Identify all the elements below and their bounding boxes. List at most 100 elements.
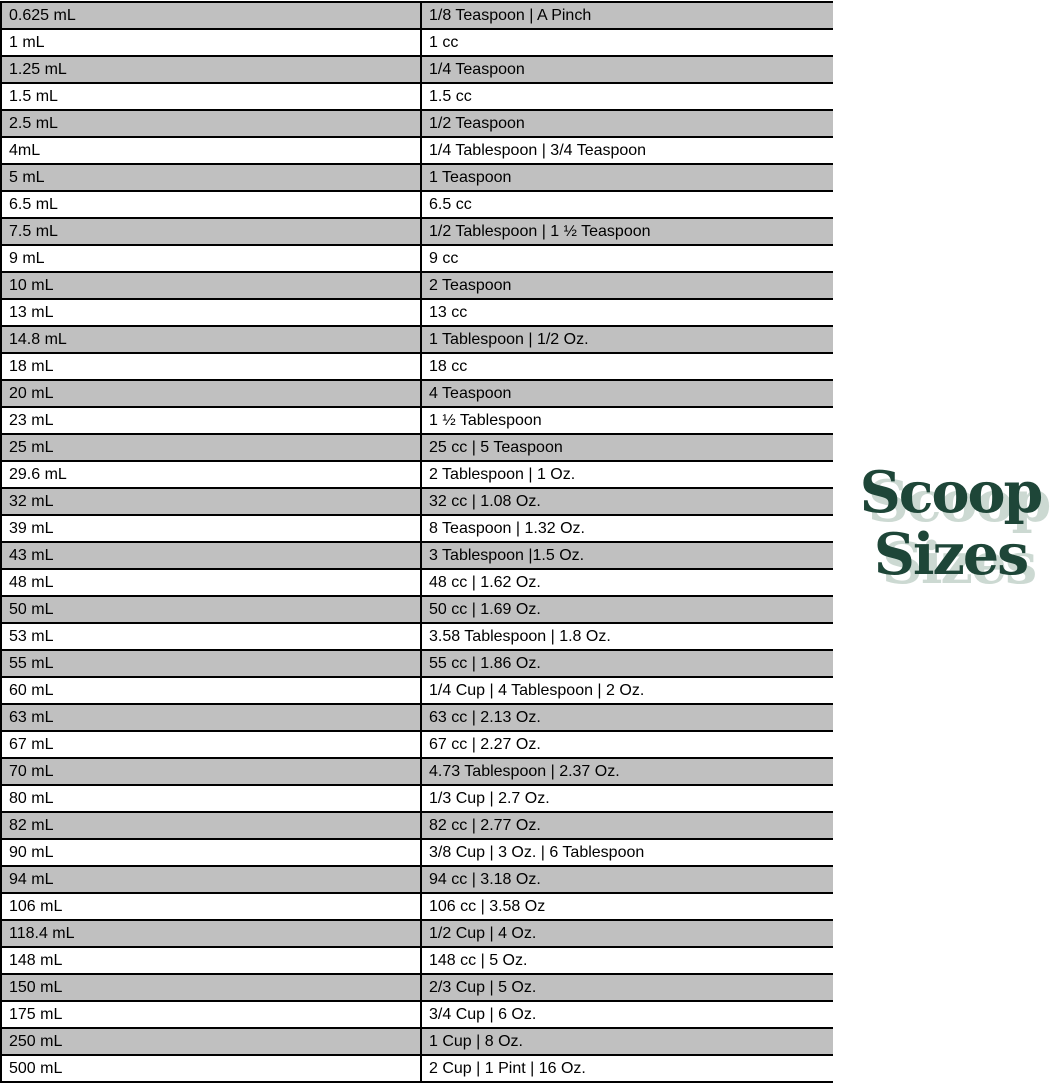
ml-cell: 50 mL [2,597,422,622]
table-row: 23 mL 1 ½ Tablespoon [0,408,833,435]
ml-cell: 118.4 mL [2,921,422,946]
table-row: 7.5 mL 1/2 Tablespoon | 1 ½ Teaspoon [0,219,833,246]
table-row: 94 mL 94 cc | 3.18 Oz. [0,867,833,894]
equivalent-cell: 1.5 cc [429,88,472,105]
ml-cell: 150 mL [2,975,422,1000]
equivalent-cell: 148 cc | 5 Oz. [429,952,528,969]
equivalent-cell: 3/8 Cup | 3 Oz. | 6 Tablespoon [429,844,645,861]
table-row: 43 mL 3 Tablespoon |1.5 Oz. [0,543,833,570]
equivalent-cell: 106 cc | 3.58 Oz [429,898,546,915]
table-row: 1.5 mL 1.5 cc [0,84,833,111]
equivalent-cell: 6.5 cc [429,196,472,213]
equivalent-cell: 50 cc | 1.69 Oz. [429,601,541,618]
ml-cell: 18 mL [2,354,422,379]
equivalent-cell: 1/4 Tablespoon | 3/4 Teaspoon [429,142,647,159]
equivalent-cell: 25 cc | 5 Teaspoon [429,439,563,456]
equivalent-cell: 3/4 Cup | 6 Oz. [429,1006,537,1023]
ml-cell: 14.8 mL [2,327,422,352]
ml-cell: 60 mL [2,678,422,703]
ml-cell: 25 mL [2,435,422,460]
ml-cell: 0.625 mL [2,3,422,28]
equivalent-cell: 1 Tablespoon | 1/2 Oz. [429,331,589,348]
ml-cell: 20 mL [2,381,422,406]
ml-cell: 94 mL [2,867,422,892]
table-row: 80 mL 1/3 Cup | 2.7 Oz. [0,786,833,813]
equivalent-cell: 1/3 Cup | 2.7 Oz. [429,790,550,807]
ml-cell: 6.5 mL [2,192,422,217]
equivalent-cell: 1/2 Cup | 4 Oz. [429,925,537,942]
equivalent-cell: 1/2 Tablespoon | 1 ½ Teaspoon [429,223,651,240]
table-row: 90 mL 3/8 Cup | 3 Oz. | 6 Tablespoon [0,840,833,867]
equivalent-cell: 9 cc [429,250,459,267]
equivalent-cell: 1 Teaspoon [429,169,512,186]
ml-cell: 13 mL [2,300,422,325]
equivalent-cell: 2/3 Cup | 5 Oz. [429,979,537,996]
equivalent-cell: 3 Tablespoon |1.5 Oz. [429,547,585,564]
ml-cell: 7.5 mL [2,219,422,244]
table-row: 4mL 1/4 Tablespoon | 3/4 Teaspoon [0,138,833,165]
table-row: 50 mL 50 cc | 1.69 Oz. [0,597,833,624]
table-row: 82 mL 82 cc | 2.77 Oz. [0,813,833,840]
table-row: 32 mL 32 cc | 1.08 Oz. [0,489,833,516]
table-row: 500 mL 2 Cup | 1 Pint | 16 Oz. [0,1056,833,1083]
equivalent-cell: 67 cc | 2.27 Oz. [429,736,541,753]
table-row: 0.625 mL 1/8 Teaspoon | A Pinch [0,3,833,30]
equivalent-cell: 18 cc [429,358,468,375]
ml-cell: 55 mL [2,651,422,676]
equivalent-cell: 1/2 Teaspoon [429,115,525,132]
equivalent-cell: 2 Tablespoon | 1 Oz. [429,466,576,483]
table-row: 63 mL 63 cc | 2.13 Oz. [0,705,833,732]
equivalent-cell: 94 cc | 3.18 Oz. [429,871,541,888]
table-row: 148 mL 148 cc | 5 Oz. [0,948,833,975]
table-row: 18 mL 18 cc [0,354,833,381]
ml-cell: 9 mL [2,246,422,271]
equivalent-cell: 4 Teaspoon [429,385,512,402]
table-row: 5 mL 1 Teaspoon [0,165,833,192]
table-row: 39 mL 8 Teaspoon | 1.32 Oz. [0,516,833,543]
equivalent-cell: 13 cc [429,304,468,321]
ml-cell: 32 mL [2,489,422,514]
equivalent-cell: 8 Teaspoon | 1.32 Oz. [429,520,585,537]
ml-cell: 250 mL [2,1029,422,1054]
table-row: 25 mL 25 cc | 5 Teaspoon [0,435,833,462]
ml-cell: 23 mL [2,408,422,433]
table-row: 175 mL 3/4 Cup | 6 Oz. [0,1002,833,1029]
ml-cell: 10 mL [2,273,422,298]
equivalent-cell: 2 Teaspoon [429,277,512,294]
table-row: 118.4 mL 1/2 Cup | 4 Oz. [0,921,833,948]
table-row: 29.6 mL 2 Tablespoon | 1 Oz. [0,462,833,489]
table-row: 9 mL 9 cc [0,246,833,273]
equivalent-cell: 82 cc | 2.77 Oz. [429,817,541,834]
table-row: 250 mL 1 Cup | 8 Oz. [0,1029,833,1056]
table-row: 2.5 mL 1/2 Teaspoon [0,111,833,138]
equivalent-cell: 63 cc | 2.13 Oz. [429,709,541,726]
equivalent-cell: 3.58 Tablespoon | 1.8 Oz. [429,628,611,645]
table-row: 70 mL 4.73 Tablespoon | 2.37 Oz. [0,759,833,786]
table-row: 67 mL 67 cc | 2.27 Oz. [0,732,833,759]
ml-cell: 500 mL [2,1056,422,1081]
equivalent-cell: 32 cc | 1.08 Oz. [429,493,541,510]
ml-cell: 63 mL [2,705,422,730]
ml-cell: 4mL [2,138,422,163]
equivalent-cell: 1 cc [429,34,459,51]
equivalent-cell: 1/8 Teaspoon | A Pinch [429,7,592,24]
ml-cell: 82 mL [2,813,422,838]
table-row: 48 mL 48 cc | 1.62 Oz. [0,570,833,597]
ml-cell: 2.5 mL [2,111,422,136]
table-row: 13 mL 13 cc [0,300,833,327]
ml-cell: 1.5 mL [2,84,422,109]
equivalent-cell: 1 ½ Tablespoon [429,412,542,429]
equivalent-cell: 4.73 Tablespoon | 2.37 Oz. [429,763,620,780]
ml-cell: 53 mL [2,624,422,649]
table-row: 1.25 mL 1/4 Teaspoon [0,57,833,84]
equivalent-cell: 48 cc | 1.62 Oz. [429,574,541,591]
table-row: 53 mL 3.58 Tablespoon | 1.8 Oz. [0,624,833,651]
ml-cell: 39 mL [2,516,422,541]
equivalent-cell: 1/4 Teaspoon [429,61,525,78]
ml-cell: 5 mL [2,165,422,190]
ml-cell: 175 mL [2,1002,422,1027]
ml-cell: 1 mL [2,30,422,55]
scoop-sizes-logo: Scoop Sizes [838,462,1063,586]
ml-cell: 29.6 mL [2,462,422,487]
conversion-table: 0.625 mL 1/8 Teaspoon | A Pinch 1 mL 1 c… [0,1,833,1083]
